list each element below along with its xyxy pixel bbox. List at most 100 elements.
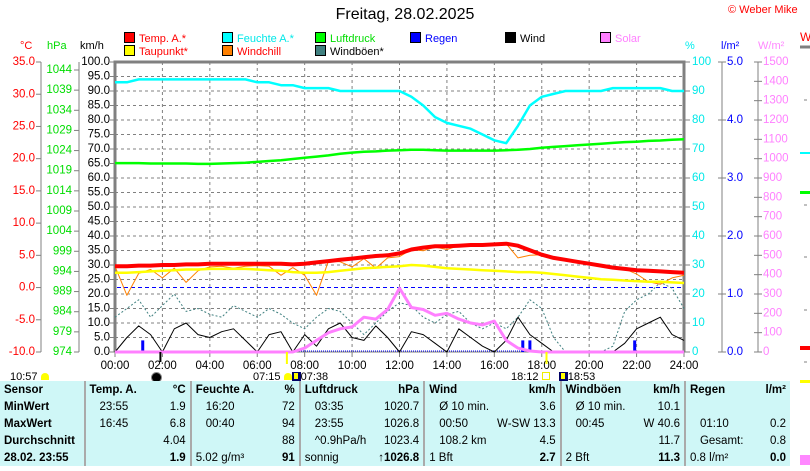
legend-item: Windböen* [315, 45, 384, 58]
solar-tick-label: 1300 [763, 95, 789, 107]
humidity-tick-label: 40 [692, 230, 705, 242]
table-cell [189, 432, 261, 449]
temp-tick-label: 35.0 [13, 56, 35, 68]
table-cell: MaxWert [4, 417, 52, 430]
temp-tick-label: 25.0 [13, 120, 35, 132]
series-line-taupunkt [115, 263, 685, 285]
rain-bar [141, 340, 145, 352]
humidity-tick-label: 100 [692, 56, 711, 68]
legend-item: Feuchte A.* [222, 32, 294, 45]
solar-tick-label: 800 [763, 191, 782, 203]
sunset: 18:12 18:53 [511, 371, 595, 383]
temp-tick-label: 0.0 [19, 282, 35, 294]
legend-label: Windchill [237, 46, 282, 58]
pressure-tick-label: 989 [53, 286, 72, 298]
speed-tick-label: 20.0 [88, 288, 110, 300]
humidity-tick-label: 10 [692, 317, 705, 329]
legend-item: Solar [600, 32, 641, 45]
header-temp-unit: °C [172, 383, 186, 396]
unit-rain: l/m² [721, 40, 740, 52]
temp-tick-label: 5.0 [19, 249, 35, 261]
speed-tick-label: 40.0 [88, 230, 110, 242]
x-tick-label: 02:00 [148, 360, 177, 372]
table-cell: 23:55 [298, 415, 371, 432]
solar-tick-label: 1000 [763, 153, 789, 165]
table-cell: 108.2 km [423, 432, 494, 449]
humidity-tick-label: 0 [692, 346, 698, 358]
table-cell: sonnig [298, 449, 371, 466]
table-cell: Ø 10 min. [559, 398, 630, 415]
unit-temp: °C [20, 40, 33, 52]
speed-tick-label: 80.0 [88, 114, 110, 126]
humidity-tick-label: 50 [692, 201, 705, 213]
humidity-tick-label: 30 [692, 259, 705, 271]
temp-tick-label: 20.0 [13, 153, 35, 165]
table-cell: 1023.4 [384, 434, 420, 447]
legend-label: Luftdruck [330, 33, 376, 45]
header-pressure-unit: hPa [398, 383, 420, 396]
solar-tick-label: 0 [763, 346, 769, 358]
table-cell: 72 [281, 400, 295, 413]
table-cell [559, 432, 630, 449]
sunrise-time: 07:15 [253, 371, 281, 383]
dawn-icon [291, 372, 301, 381]
legend-item: Windchill [222, 45, 281, 58]
legend-item: Luftdruck [315, 32, 375, 45]
table-cell: 4.04 [163, 434, 186, 447]
rain-bar [521, 340, 525, 352]
humidity-tick-label: 90 [692, 85, 705, 97]
moonrise: 10:57 [10, 371, 49, 383]
pressure-tick-label: 1019 [46, 165, 72, 177]
legend-label: Taupunkt* [139, 46, 188, 58]
solar-tick-label: 600 [763, 230, 782, 242]
table-cell [683, 398, 748, 415]
sunrise-icon [283, 373, 292, 380]
x-tick-label: 04:00 [195, 360, 224, 372]
speed-tick-label: 0.0 [94, 346, 110, 358]
table-header: Sensor Temp. A. °C Feuchte A. % Luftdruc… [0, 381, 790, 398]
solar-tick-label: 1200 [763, 114, 789, 126]
header-wind-unit: km/h [528, 383, 556, 396]
legend-item: Taupunkt* [124, 45, 188, 58]
table-cell: 03:35 [298, 398, 371, 415]
speed-tick-label: 70.0 [88, 143, 110, 155]
temp-tick-label: -5.0 [15, 314, 35, 326]
table-cell: 23:55 [83, 398, 149, 415]
moonrise-icon [40, 373, 49, 380]
table-cell: 00:45 [559, 415, 630, 432]
humidity-tick-label: 80 [692, 114, 705, 126]
legend-swatch [222, 45, 233, 56]
table-cell: ↑1026.8 [378, 451, 420, 464]
page-title: Freitag, 28.02.2025 [335, 6, 475, 23]
chart-canvas: 35.0 30.0 25.0 20.0 15.0 10.0 5.0 0.0 -5.0 -10.0 1… [9, 45, 810, 372]
rain-tick-label: 0.0 [727, 346, 743, 358]
dusk-time: 18:53 [567, 371, 596, 383]
solar-tick-label: 1100 [763, 133, 788, 145]
rain-tick-label: 4.0 [727, 114, 743, 126]
legend-label: Temp. A.* [139, 33, 187, 45]
header-wind: Wind [423, 381, 494, 398]
pressure-tick-label: 999 [53, 245, 72, 257]
solar-tick-label: 1500 [763, 56, 789, 68]
solar-tick-label: 300 [763, 288, 782, 300]
speed-tick-label: 35.0 [88, 245, 110, 257]
legend-swatch [315, 45, 326, 56]
rain-bar [528, 340, 532, 352]
header-rain: Regen [683, 381, 748, 398]
table-cell: 0.0 [770, 451, 786, 464]
unit-pressure: hPa [47, 40, 67, 52]
pressure-tick-label: 1039 [46, 84, 72, 96]
x-tick-label: 06:00 [243, 360, 272, 372]
header-rain-unit: l/m² [765, 383, 786, 396]
table-cell: 01:10 [683, 415, 748, 432]
header-humidity-unit: % [284, 383, 295, 396]
solar-tick-label: 100 [763, 327, 782, 339]
speed-tick-label: 90.0 [88, 85, 110, 97]
speed-tick-label: 30.0 [88, 259, 110, 271]
next-chart-humidity-marker [800, 152, 810, 154]
solar-tick-label: 500 [763, 249, 782, 261]
pressure-tick-label: 1029 [46, 124, 72, 136]
table-cell: 1026.8 [384, 417, 420, 430]
legend-item: Wind [505, 32, 545, 45]
solar-tick-label: 1400 [763, 75, 789, 87]
